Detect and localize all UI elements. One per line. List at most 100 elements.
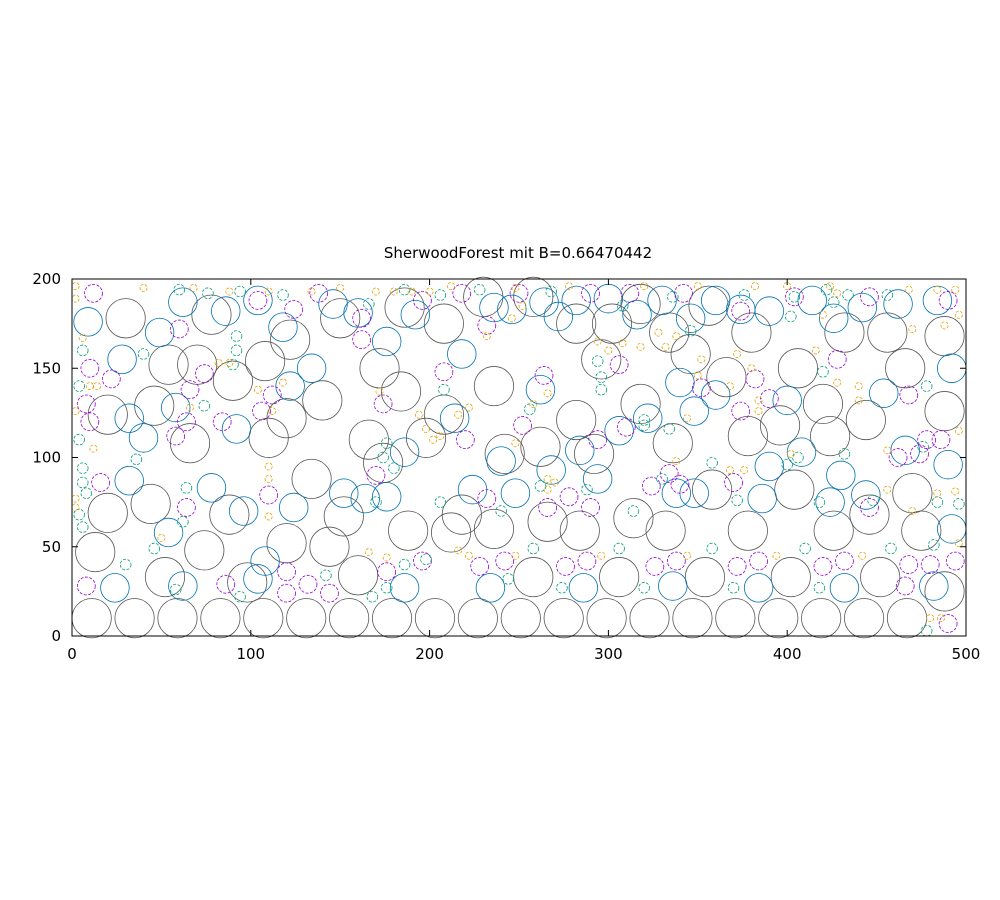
tree-circle bbox=[194, 364, 214, 383]
tree-circle bbox=[384, 287, 425, 328]
tree-circle bbox=[302, 380, 343, 421]
tree-circle bbox=[810, 416, 851, 457]
tree-circle bbox=[577, 551, 597, 571]
tree-circle bbox=[309, 526, 350, 567]
tree-circle bbox=[423, 394, 464, 435]
tree-circle bbox=[799, 542, 811, 555]
tree-circle bbox=[652, 423, 693, 464]
tree-circle bbox=[389, 573, 420, 603]
tree-circle bbox=[513, 557, 554, 598]
tree-circle bbox=[184, 530, 225, 571]
tree-circle bbox=[940, 321, 949, 330]
tree-circle bbox=[160, 392, 191, 423]
tree-circle bbox=[227, 358, 239, 371]
tree-circle bbox=[228, 496, 259, 526]
tree-circle bbox=[134, 385, 175, 426]
tree-circle bbox=[398, 558, 411, 571]
tree-circle bbox=[620, 283, 661, 325]
tree-circle bbox=[527, 501, 568, 542]
tree-circle bbox=[954, 539, 963, 548]
tree-circle bbox=[227, 562, 268, 603]
tree-circle bbox=[672, 598, 713, 639]
tree-circle bbox=[667, 291, 679, 303]
tree-circle bbox=[591, 303, 633, 344]
tree-circle bbox=[405, 417, 447, 458]
tree-circle bbox=[858, 551, 867, 560]
tree-circle bbox=[377, 562, 397, 582]
tree-circle bbox=[320, 569, 332, 582]
tree-circle bbox=[76, 394, 96, 414]
tree-circle bbox=[725, 466, 734, 474]
tree-circle bbox=[926, 614, 935, 623]
tree-circle bbox=[511, 283, 520, 292]
tree-circle bbox=[71, 494, 80, 503]
tree-circle bbox=[439, 403, 470, 433]
tree-circle bbox=[425, 287, 434, 296]
chart-title: SherwoodForest mit B=0.66470442 bbox=[384, 244, 652, 262]
x-tick-label: 0 bbox=[67, 645, 77, 663]
tree-circle bbox=[497, 294, 527, 325]
tree-circle bbox=[922, 285, 953, 316]
tree-circle bbox=[348, 419, 389, 460]
tree-circle bbox=[869, 378, 899, 408]
tree-circle bbox=[463, 276, 504, 317]
tree-circle bbox=[640, 282, 649, 291]
tree-circle bbox=[329, 598, 370, 639]
tree-circle bbox=[725, 382, 734, 391]
tree-circle bbox=[599, 557, 640, 598]
tree-circle bbox=[80, 412, 100, 432]
tree-circle bbox=[826, 460, 856, 491]
tree-circle bbox=[279, 378, 287, 387]
tree-circle bbox=[173, 283, 186, 296]
tree-circle bbox=[938, 291, 958, 310]
tree-circle bbox=[550, 478, 559, 487]
tree-circle bbox=[759, 405, 801, 446]
tree-circle bbox=[169, 319, 189, 339]
tree-circle bbox=[380, 582, 393, 594]
tree-circle bbox=[180, 482, 193, 494]
tree-circle bbox=[620, 283, 640, 303]
tree-circle bbox=[388, 510, 429, 551]
tree-circle bbox=[413, 291, 432, 310]
tree-circle bbox=[670, 474, 690, 494]
tree-circle bbox=[638, 419, 650, 432]
tree-circle bbox=[309, 283, 329, 303]
tree-circle bbox=[107, 344, 137, 375]
tree-circle bbox=[845, 399, 886, 441]
tree-circle bbox=[945, 551, 965, 571]
tree-circle bbox=[470, 557, 490, 576]
tree-circle bbox=[234, 590, 246, 603]
tree-circle bbox=[473, 283, 486, 296]
tree-circle bbox=[76, 576, 96, 596]
tree-circle bbox=[275, 371, 305, 401]
tree-circle bbox=[604, 346, 613, 355]
tree-circle bbox=[786, 449, 795, 458]
y-tick-label: 0 bbox=[51, 627, 61, 645]
tree-circle bbox=[264, 287, 273, 296]
tree-circle bbox=[785, 287, 804, 307]
tree-circle bbox=[663, 423, 675, 435]
tree-circle bbox=[130, 483, 171, 524]
tree-circle bbox=[693, 282, 702, 291]
tree-circle bbox=[529, 399, 538, 408]
tree-circle bbox=[692, 469, 733, 510]
tree-circle bbox=[73, 433, 85, 446]
tree-circle bbox=[797, 285, 827, 316]
tree-circle bbox=[847, 292, 878, 323]
tree-circle bbox=[740, 466, 749, 474]
tree-circle bbox=[933, 285, 942, 294]
tree-circle bbox=[613, 498, 654, 539]
tree-circle bbox=[860, 498, 879, 517]
tree-circle bbox=[724, 473, 743, 492]
tree-circle bbox=[407, 287, 416, 296]
tree-circle bbox=[772, 551, 781, 560]
tree-circle bbox=[788, 291, 801, 303]
tree-circle bbox=[827, 349, 847, 369]
tree-circle bbox=[371, 598, 413, 639]
tree-circle bbox=[684, 557, 726, 598]
tree-circle bbox=[400, 300, 431, 330]
tree-circle bbox=[423, 303, 464, 344]
tree-circle bbox=[954, 426, 963, 435]
tree-circle bbox=[904, 285, 913, 294]
tree-circle bbox=[329, 478, 359, 508]
